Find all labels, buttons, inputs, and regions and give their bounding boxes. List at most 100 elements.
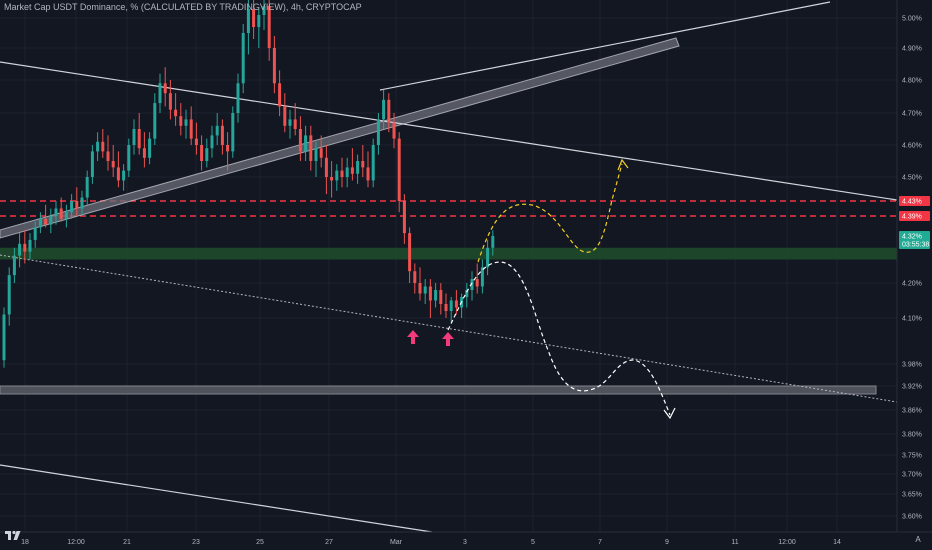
x-tick-label: 12:00 [778,539,796,546]
candle-body [408,233,412,272]
candle-body [80,197,84,209]
candle-body [371,145,375,181]
trendlines [0,1,898,533]
candle-body [106,151,110,161]
candle-body [439,290,443,304]
candle-body [252,9,256,27]
auto-scale-icon[interactable]: A [915,535,921,544]
y-tick-label: 3.75% [902,453,922,460]
candle-body [116,167,120,181]
candle-body [33,227,37,240]
candle-body [231,113,235,152]
candle-body [382,99,386,120]
candle-body [330,177,334,181]
price-axis[interactable]: 5.00% 4.90% 4.80% 4.70% 4.60% 4.50% 4.20% 4.10%… [902,16,922,521]
markers [407,330,454,346]
candle-body [101,141,105,152]
y-tick-label: 3.86% [902,408,922,415]
candle-body [361,161,365,168]
candle-body [2,314,6,361]
candle-body [111,161,115,168]
price-tag-resistance-1 [899,196,930,206]
x-tick-label: 12:00 [67,539,85,546]
x-tick-label: 11 [731,539,738,546]
candle-body [148,138,152,158]
price-tag-current-countdown: 03:55:38 [902,242,929,249]
candle-body [28,239,32,252]
candle-body [454,300,458,308]
candle-body [465,290,469,297]
candle-body [480,267,484,287]
buy-arrow-marker [407,330,419,344]
candle-body [335,170,339,181]
candle-body [7,275,11,315]
candle-body [486,247,490,268]
candle-body [158,83,162,104]
candle-body [324,157,328,177]
candle-body [298,129,302,152]
candle-body [44,218,48,225]
candle-body [449,300,453,311]
candle-body [23,243,27,252]
y-tick-label: 4.90% [902,46,922,53]
candle-body [387,99,391,123]
y-tick-label: 3.98% [902,362,922,369]
x-tick-label: 23 [192,539,200,546]
candle-body [70,201,74,213]
candle-body [444,304,448,311]
candle-body [366,167,370,181]
lower-gray-zone [0,385,877,395]
candle-body [340,170,344,177]
y-tick-label: 4.80% [902,78,922,85]
price-tag-current [899,231,930,249]
candle-body [413,271,417,283]
candle-body [184,119,188,126]
candle-body [491,236,495,248]
y-tick-label: 3.70% [902,472,922,479]
bullish-forecast-path [477,163,623,263]
candle-body [246,9,250,33]
x-tick-label: 25 [256,539,264,546]
zones [0,200,897,395]
time-axis[interactable]: 18 12:00 21 23 25 27 Mar 3 5 7 9 11 12:00 14 [21,539,841,546]
grid [0,0,897,532]
candle-body [262,6,266,15]
dotted-support-line [0,254,898,403]
candle-body [293,119,297,129]
candle-body [18,243,22,256]
candle-body [428,286,432,301]
candle-body [283,106,287,126]
y-tick-label: 3.65% [902,492,922,499]
bullish-forecast-arrowhead [617,158,629,171]
price-tag-resistance-2 [899,211,930,221]
tradingview-logo-icon[interactable] [4,528,22,542]
candle-body [215,125,219,136]
candle-body [220,125,224,145]
candle-body [272,48,276,84]
x-tick-label: 5 [531,539,535,546]
x-tick-label: 27 [325,539,333,546]
y-tick-label: 3.80% [902,432,922,439]
candle-body [288,119,292,126]
price-tags: 4.43% 4.39% 4.32%03:55:38 [899,196,930,249]
candle-body [345,167,349,177]
candle-body [168,93,172,110]
candle-body [376,119,380,145]
y-tick-label: 5.00% [902,16,922,23]
x-tick-label: Mar [390,539,403,546]
lower-trendline [0,464,433,533]
rising-channel-band [0,37,680,239]
candle-body [179,116,183,126]
y-tick-label: 4.20% [902,281,922,288]
candle-body [122,170,126,181]
bearish-forecast-arrowhead [663,407,676,420]
candle-body [85,177,89,198]
candle-body [423,286,427,294]
candle-body [142,148,146,158]
candle-body [127,145,131,171]
candle-body [75,201,79,209]
candle-body [12,255,16,276]
candle-body [434,290,438,301]
candle-body [319,148,323,158]
